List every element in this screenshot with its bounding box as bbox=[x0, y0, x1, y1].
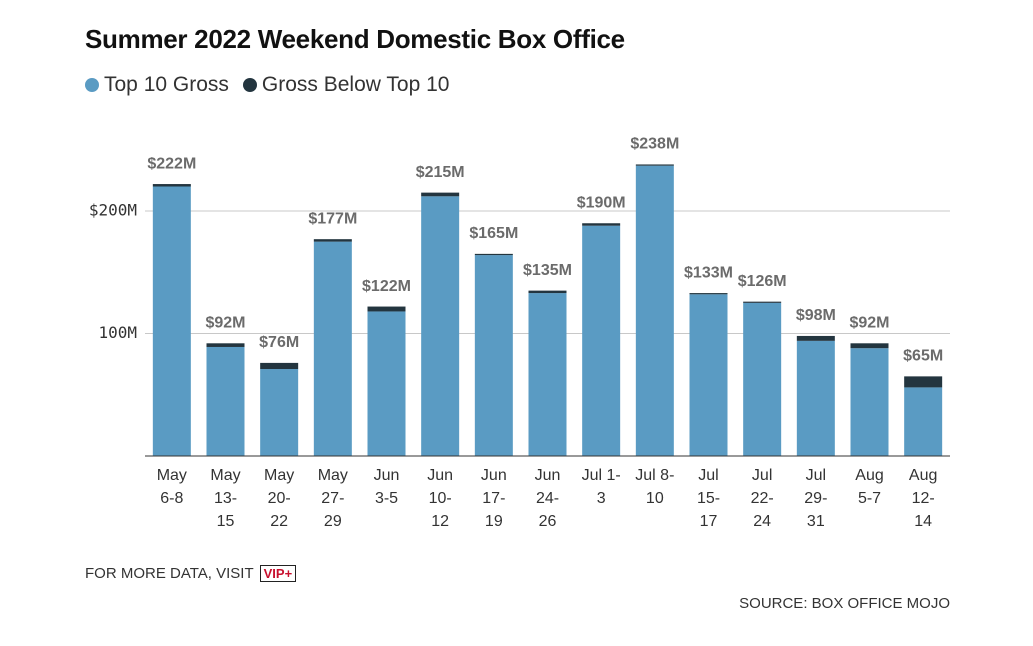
total-label: $215M bbox=[416, 164, 465, 181]
bar-segment bbox=[313, 241, 352, 456]
x-tick-label: May 6-8 bbox=[156, 467, 187, 507]
bar-segment bbox=[367, 311, 406, 456]
y-tick-label: $200M bbox=[89, 201, 137, 220]
x-tick-label: Aug 5-7 bbox=[855, 467, 884, 507]
bar-segment bbox=[850, 343, 889, 349]
x-tick-label: Jun 10-12 bbox=[427, 467, 454, 530]
bar-segment bbox=[206, 346, 245, 456]
bar-segment bbox=[152, 184, 191, 187]
footer-text: FOR MORE DATA, VISIT bbox=[85, 565, 254, 582]
bar-segment bbox=[850, 348, 889, 456]
vip-badge[interactable]: VIP+ bbox=[259, 565, 297, 582]
total-label: $65M bbox=[903, 348, 943, 365]
total-label: $98M bbox=[796, 307, 836, 324]
bar-segment bbox=[528, 293, 567, 456]
total-label: $126M bbox=[738, 273, 787, 290]
legend-label: Top 10 Gross bbox=[104, 73, 229, 96]
legend: Top 10 Gross Gross Below Top 10 bbox=[85, 73, 449, 97]
total-label: $135M bbox=[523, 262, 572, 279]
legend-item: Top 10 Gross bbox=[85, 73, 229, 97]
bar-segment bbox=[474, 255, 513, 456]
total-label: $238M bbox=[630, 136, 679, 153]
bar-segment bbox=[528, 290, 567, 294]
x-tick-label: Jul 8-10 bbox=[635, 467, 675, 507]
bar-segment bbox=[206, 343, 245, 347]
x-tick-label: May 27-29 bbox=[317, 467, 348, 530]
bar-segment bbox=[904, 387, 943, 456]
bar-segment bbox=[152, 186, 191, 456]
legend-swatch bbox=[85, 78, 99, 92]
bar-segment bbox=[796, 340, 835, 456]
y-tick-label: 100M bbox=[98, 323, 137, 342]
total-label: $122M bbox=[362, 278, 411, 295]
bar-segment bbox=[743, 301, 782, 303]
x-tick-label: Jul 29-31 bbox=[804, 467, 828, 530]
bar-segment bbox=[313, 239, 352, 242]
bar-segment bbox=[796, 335, 835, 341]
total-label: $92M bbox=[205, 315, 245, 332]
bar-segment bbox=[689, 294, 728, 456]
x-tick-label: Jun 3-5 bbox=[373, 467, 400, 507]
bar-segment bbox=[743, 302, 782, 456]
bar-segment bbox=[260, 369, 299, 456]
x-tick-label: Jun 24-26 bbox=[534, 467, 561, 530]
bar-segment bbox=[367, 306, 406, 312]
bar-segment bbox=[904, 376, 943, 388]
x-tick-label: Jul 15-17 bbox=[696, 467, 721, 530]
x-tick-label: Aug 12-14 bbox=[908, 467, 938, 530]
bar-segment bbox=[582, 223, 621, 226]
bar-segment bbox=[421, 192, 460, 197]
legend-label: Gross Below Top 10 bbox=[261, 73, 450, 96]
x-tick-label: May 20-22 bbox=[264, 467, 295, 530]
footer-more: FOR MORE DATA, VISIT VIP+ bbox=[85, 565, 297, 582]
total-label: $133M bbox=[684, 264, 733, 281]
bar-segment bbox=[474, 253, 513, 256]
total-label: $76M bbox=[259, 334, 299, 351]
source: SOURCE: BOX OFFICE MOJO bbox=[739, 595, 950, 612]
bar-segment bbox=[689, 293, 728, 295]
total-label: $177M bbox=[308, 210, 357, 227]
total-label: $92M bbox=[849, 315, 889, 332]
chart-title: Summer 2022 Weekend Domestic Box Office bbox=[85, 24, 625, 54]
x-tick-label: Jul 22-24 bbox=[750, 467, 774, 530]
total-label: $222M bbox=[147, 155, 196, 172]
x-tick-label: Jun 17-19 bbox=[480, 467, 507, 530]
legend-item: Gross Below Top 10 bbox=[242, 73, 450, 97]
bar-segment bbox=[421, 196, 460, 457]
bar-segment bbox=[635, 165, 674, 457]
legend-swatch bbox=[242, 78, 257, 92]
bar-segment bbox=[635, 164, 674, 166]
bar-segment bbox=[582, 225, 621, 456]
x-tick-label: May 13-15 bbox=[210, 467, 241, 530]
total-label: $165M bbox=[469, 225, 518, 242]
bar-segment bbox=[260, 362, 299, 370]
total-label: $190M bbox=[577, 194, 626, 211]
x-tick-label: Jul 1-3 bbox=[581, 467, 621, 507]
